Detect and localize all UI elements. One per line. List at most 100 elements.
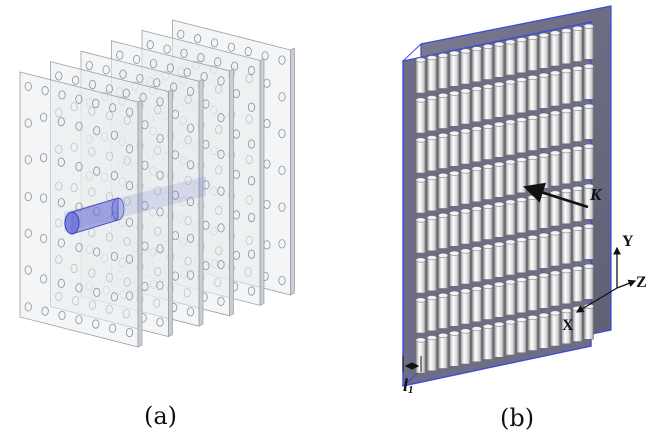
cylinder: [426, 135, 437, 171]
cylinder-body: [583, 146, 594, 180]
plate-hole: [109, 103, 117, 113]
cylinder: [415, 297, 426, 334]
cylinder-top: [482, 124, 493, 129]
cylinder-top: [561, 148, 572, 154]
plate-hole: [93, 247, 101, 257]
cylinder: [550, 150, 561, 187]
cylinder-top: [505, 199, 516, 205]
cylinder-body: [505, 201, 516, 236]
cylinder-top: [438, 213, 449, 218]
cylinder-body: [572, 228, 583, 262]
plate-hole: [55, 71, 63, 81]
cylinder: [438, 253, 449, 289]
plate-hole: [156, 133, 164, 144]
plate-hole: [93, 166, 101, 176]
cylinder-body: [538, 235, 549, 269]
cylinder: [471, 166, 482, 202]
cylinder-top: [527, 115, 538, 120]
cylinder: [561, 68, 572, 104]
cylinder-top: [561, 268, 572, 274]
cylinder-top: [494, 41, 505, 47]
cylinder-top: [426, 335, 437, 341]
cylinder-top: [438, 253, 449, 258]
cylinder-body: [471, 328, 482, 362]
cylinder-body: [583, 226, 594, 260]
plate-hole: [163, 44, 171, 54]
cylinder: [426, 335, 437, 371]
cylinder: [449, 330, 460, 367]
cylinder-top: [460, 168, 471, 174]
cylinder-body: [482, 46, 493, 80]
plate-hole: [75, 94, 83, 104]
plate-hole: [125, 144, 134, 154]
cylinder: [482, 284, 493, 320]
cylinder: [505, 79, 516, 116]
cylinder-top: [438, 333, 449, 338]
cylinder: [505, 319, 516, 356]
cylinder-top: [494, 241, 505, 247]
plate-hole: [247, 102, 256, 112]
cylinder: [583, 303, 594, 340]
cylinder: [561, 108, 572, 144]
cylinder-body: [572, 68, 583, 102]
cylinder-body: [538, 195, 549, 229]
plate-hole: [186, 160, 195, 170]
cylinder: [561, 308, 572, 344]
cylinder-body: [482, 166, 493, 200]
plate-hole: [186, 196, 195, 207]
cylinder: [460, 248, 471, 285]
plate-hole: [153, 78, 161, 88]
plate-hole: [109, 323, 117, 333]
cylinder-top: [426, 135, 437, 141]
cylinder-top: [438, 133, 449, 138]
cylinder: [449, 90, 460, 127]
cylinder-top: [460, 248, 471, 254]
plate-hole: [75, 283, 83, 293]
plate-edge: [229, 68, 234, 317]
cylinder: [550, 270, 561, 307]
cylinder: [538, 272, 549, 309]
plate-hole: [105, 84, 113, 94]
plate-hole: [156, 280, 164, 291]
cylinder-top: [438, 293, 449, 298]
cylinder-body: [482, 246, 493, 280]
cylinder-body: [550, 152, 561, 187]
plate-hole: [177, 29, 185, 39]
plate-hole: [119, 69, 127, 79]
cylinder: [505, 279, 516, 316]
plate-hole: [133, 54, 141, 65]
cylinder: [516, 37, 527, 73]
cylinder-top: [572, 146, 583, 151]
cylinder: [561, 28, 572, 64]
cylinder-body: [494, 244, 505, 278]
cylinder-body: [572, 268, 583, 302]
plate-hole: [149, 59, 158, 69]
cylinder: [471, 286, 482, 322]
cylinder-body: [583, 306, 594, 340]
plate-hole: [58, 90, 66, 100]
cylinder-body: [426, 97, 437, 131]
cylinder: [538, 152, 549, 189]
plate-edge: [259, 57, 265, 306]
cylinder-top: [494, 281, 505, 287]
cylinder-body: [449, 133, 460, 167]
cylinder-top: [538, 72, 549, 78]
plate-hole: [57, 197, 65, 208]
plate-hole: [93, 126, 101, 136]
cylinder-top: [550, 310, 561, 316]
plate-hole: [217, 149, 225, 159]
cylinder: [572, 106, 583, 142]
cylinder: [415, 57, 426, 94]
plate-hole: [75, 315, 83, 325]
plate-hole: [227, 42, 235, 52]
cylinder-body: [572, 108, 583, 142]
cylinder-top: [460, 288, 471, 294]
cylinder-top: [527, 275, 538, 280]
cylinder-body: [516, 319, 527, 353]
cylinder-top: [505, 159, 516, 165]
cylinder-body: [550, 32, 561, 67]
plate-hole: [210, 38, 219, 48]
cylinder-top: [494, 161, 505, 167]
cylinder-body: [572, 28, 583, 62]
cylinder: [415, 217, 426, 254]
